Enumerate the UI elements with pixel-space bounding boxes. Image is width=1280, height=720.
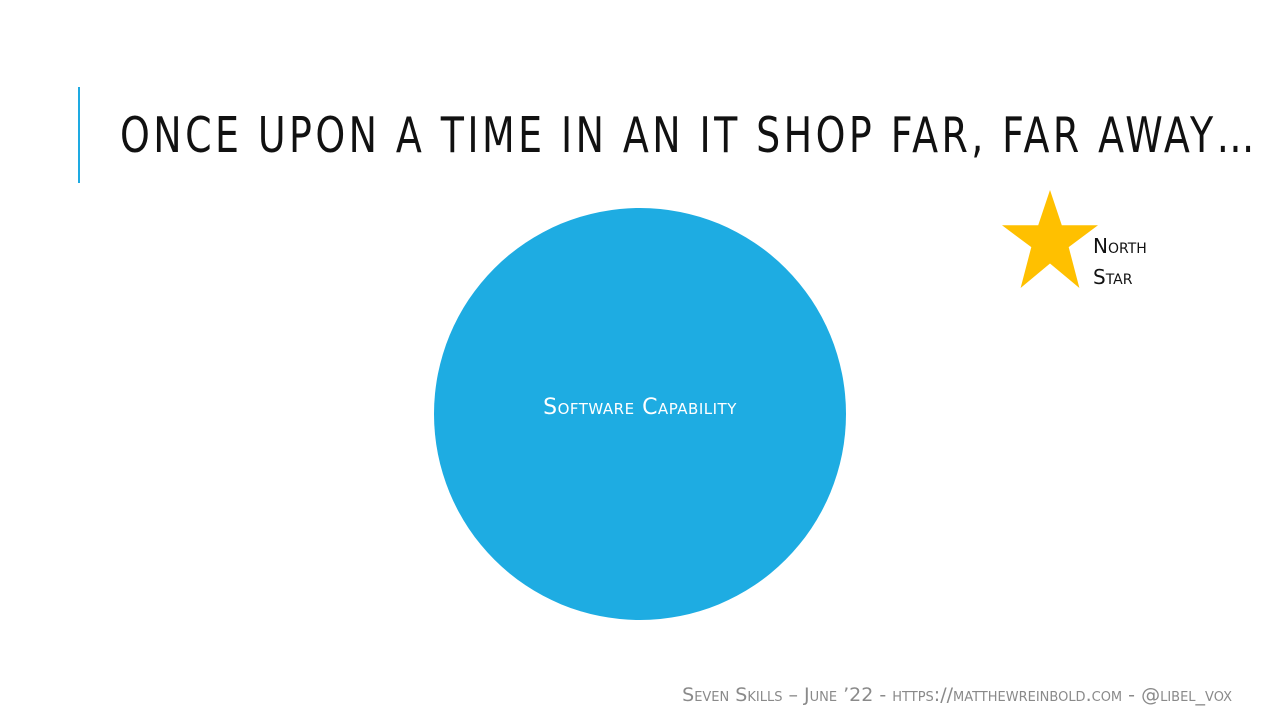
circle-label: Software Capability bbox=[543, 395, 737, 420]
title-accent-bar bbox=[78, 87, 80, 183]
star-label-line2: Star bbox=[1093, 265, 1133, 289]
star-shape bbox=[1002, 190, 1098, 288]
star-label-line1: North bbox=[1093, 234, 1147, 258]
star-icon bbox=[1002, 190, 1098, 288]
software-capability-circle bbox=[434, 208, 846, 620]
slide-title: Once upon a time in an IT shop far, far … bbox=[120, 107, 1258, 164]
north-star-label: North Star bbox=[1093, 231, 1147, 293]
slide-footer: Seven Skills – June ’22 - https://matthe… bbox=[682, 684, 1232, 706]
